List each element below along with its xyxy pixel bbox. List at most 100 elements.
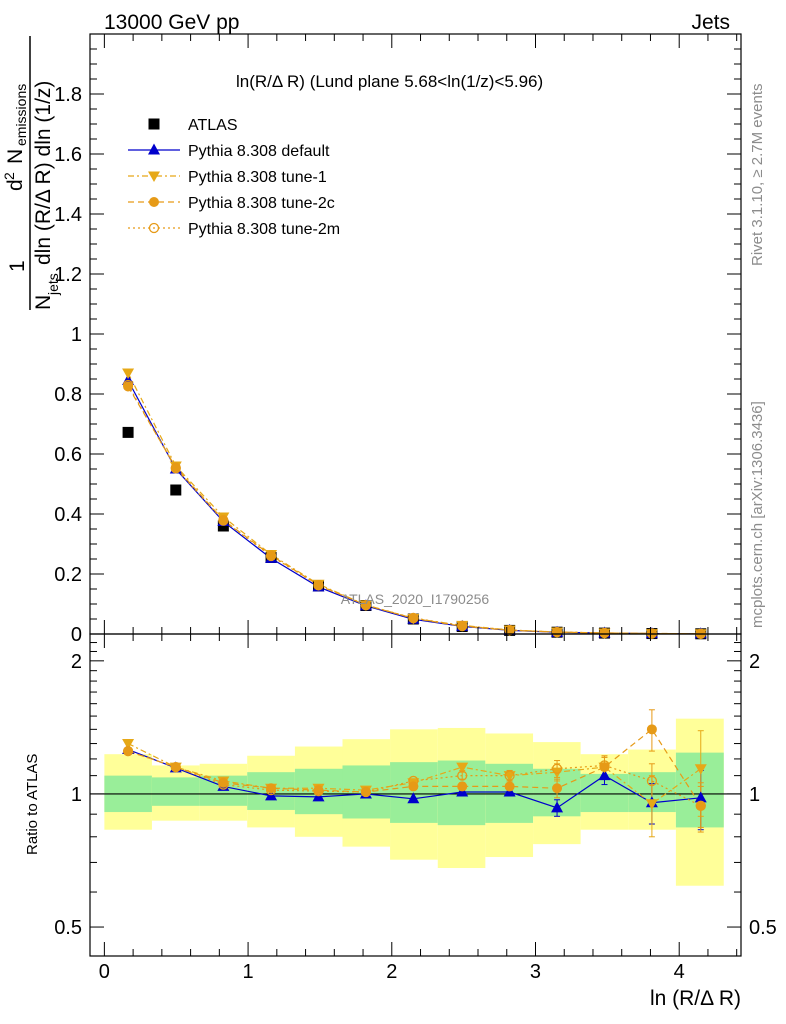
- main-series-point: [408, 613, 419, 624]
- ratio-plot-frame: [89, 633, 742, 957]
- main-series-point: [122, 379, 134, 391]
- ylabel-njets-n: N: [32, 295, 55, 310]
- legend-label: Pythia 8.308 tune-1: [188, 169, 327, 186]
- main-series-point: [313, 580, 324, 591]
- legend-marker: [149, 197, 159, 207]
- main-series-point: [360, 600, 371, 611]
- main-y-tick-label: 0.6: [54, 444, 82, 466]
- ratio-series-point: [599, 760, 610, 771]
- y-axis-label-ratio: Ratio to ATLAS: [24, 754, 41, 855]
- x-tick-label: 1: [243, 961, 254, 983]
- x-tick-label: 0: [99, 961, 110, 983]
- ratio-series-point: [694, 791, 707, 803]
- ratio-series-point: [457, 770, 468, 781]
- ratio-series-point: [552, 783, 563, 794]
- x-tick-label: 3: [530, 961, 541, 983]
- ratio-uncertainty-bands: [104, 718, 724, 886]
- legend-label: Pythia 8.308 tune-2m: [188, 221, 340, 238]
- legend-marker: [148, 143, 160, 155]
- ratio-series-point: [695, 800, 706, 811]
- main-series-point: [266, 550, 277, 561]
- x-axis-label: ln (R/Δ R): [650, 987, 741, 1010]
- main-series-point: [457, 621, 468, 632]
- atlas-data-point: [170, 484, 182, 496]
- main-series-point: [122, 374, 135, 385]
- legend-marker: [148, 222, 160, 234]
- rivet-label: Rivet 3.1.10, ≥ 2.7M events: [749, 84, 766, 267]
- chart-title: ln(R/Δ R) (Lund plane 5.68<ln(1/z)<5.96): [236, 72, 543, 91]
- ratio-series-point: [503, 771, 516, 782]
- ratio-series-point: [646, 724, 657, 735]
- header-right: Jets: [691, 11, 730, 34]
- main-series-point: [218, 515, 229, 526]
- main-y-tick-label: 0.2: [54, 564, 82, 586]
- main-y-tick-label: 1.2: [54, 264, 82, 286]
- ratio-series-point: [122, 739, 135, 750]
- main-series-point: [360, 600, 372, 611]
- ratio-series-point: [456, 762, 469, 774]
- ylabel-emissions: emissions: [13, 84, 29, 146]
- main-y-tick-label: 1: [71, 324, 82, 346]
- band-inner-bin: [151, 777, 200, 806]
- main-series-point: [265, 550, 277, 562]
- ratio-series-point: [598, 769, 611, 781]
- ratio-series-point: [551, 801, 564, 813]
- axis-ticks: [90, 34, 741, 956]
- ratio-series-point: [695, 800, 706, 811]
- main-series-point: [122, 368, 135, 379]
- main-series-point: [599, 627, 610, 639]
- ratio-y-tick-label-right: 0.5: [749, 917, 777, 939]
- legend-label: Pythia 8.308 tune-2c: [188, 195, 335, 212]
- main-y-tick-label: 0.8: [54, 384, 82, 406]
- legend-label: Pythia 8.308 default: [188, 143, 330, 160]
- ratio-series-point: [313, 785, 324, 797]
- ratio-series-point: [360, 787, 371, 798]
- ratio-series-point: [170, 762, 181, 773]
- ylabel-jets: jets: [45, 273, 61, 296]
- ratio-series-point: [694, 764, 707, 775]
- main-series-point: [313, 580, 324, 591]
- ratio-y-tick-label-right: 1: [749, 784, 760, 806]
- main-series-point: [408, 612, 419, 624]
- series-markers: [122, 368, 707, 813]
- ylabel-rest: dln (R/Δ R) dln (1/z): [32, 81, 55, 265]
- main-series-point: [457, 620, 468, 631]
- main-y-tick-label: 0.4: [54, 504, 82, 526]
- ratio-series-point: [265, 784, 277, 796]
- main-y-tick-label: 1.8: [54, 84, 82, 106]
- header-left: 13000 GeV pp: [104, 11, 239, 34]
- ratio-series-point: [407, 792, 420, 804]
- ylabel-one: 1: [6, 260, 29, 272]
- ratio-y-tick-label-left: 1: [71, 784, 82, 806]
- watermark: ATLAS_2020_I1790256: [341, 591, 490, 607]
- ratio-series-point: [551, 763, 563, 774]
- ratio-series-point: [504, 781, 515, 792]
- legend-marker: [148, 118, 160, 130]
- ylabel-d2: d: [4, 179, 27, 191]
- main-series-point: [170, 463, 181, 474]
- main-y-tick-label: 1.6: [54, 144, 82, 166]
- ratio-series-point: [504, 770, 515, 781]
- main-y-tick-label: 0: [71, 624, 82, 646]
- y-axis-label-main: 1 d 2 N emissions N jets dln (R/Δ R) dln…: [1, 36, 61, 310]
- main-series-point: [646, 628, 657, 639]
- atlas-data-point: [122, 426, 134, 438]
- ratio-y-tick-label-right: 2: [749, 651, 760, 673]
- mcplots-label: mcplots.cern.ch [arXiv:1306.3436]: [749, 401, 766, 628]
- ratio-series-point: [170, 761, 181, 773]
- ratio-series-point: [218, 779, 229, 790]
- main-series-point: [552, 627, 563, 638]
- main-series-point: [218, 515, 229, 525]
- ratio-series-point: [646, 775, 658, 787]
- ratio-series-point: [360, 786, 372, 798]
- ylabel-d2-sup: 2: [1, 172, 17, 180]
- ylabel-n: N: [4, 149, 27, 164]
- band-inner-bin: [390, 762, 438, 823]
- ratio-series-point: [457, 781, 468, 792]
- main-y-tick-label: 1.4: [54, 204, 82, 226]
- x-tick-label: 4: [674, 961, 685, 983]
- ratio-series-point: [122, 745, 134, 757]
- x-tick-label: 2: [386, 961, 397, 983]
- ratio-y-tick-label-left: 2: [71, 651, 82, 673]
